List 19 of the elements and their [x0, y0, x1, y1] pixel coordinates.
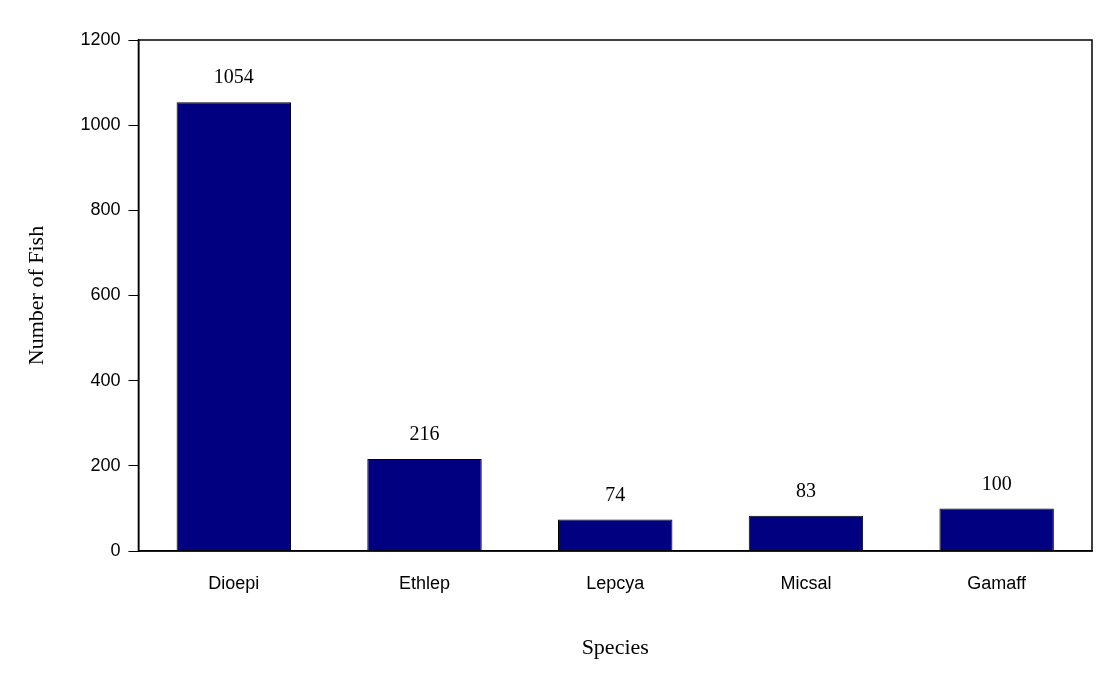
- data-label: 216: [409, 422, 440, 445]
- y-axis-title: Number of Fish: [22, 225, 48, 366]
- y-tick-label: 800: [90, 199, 121, 220]
- x-tick-label: Lepcya: [586, 572, 646, 593]
- x-tick-label: Ethlep: [398, 572, 451, 593]
- data-label: 74: [605, 482, 626, 505]
- x-tick-label: Gamaff: [967, 572, 1027, 593]
- x-axis-title: Species: [581, 633, 649, 659]
- x-tick-label: Micsal: [780, 572, 832, 593]
- data-label: 1054: [213, 65, 254, 88]
- x-tick-label: Dioepi: [208, 572, 260, 593]
- y-tick-label: 1000: [80, 114, 121, 135]
- y-tick-label: 400: [90, 369, 121, 390]
- data-label: 100: [981, 471, 1012, 494]
- y-tick-label: 1200: [80, 28, 121, 49]
- data-label: 83: [795, 478, 816, 501]
- y-tick-label: 200: [90, 454, 121, 475]
- y-tick-label: 0: [110, 539, 121, 560]
- y-tick-label: 600: [90, 284, 121, 305]
